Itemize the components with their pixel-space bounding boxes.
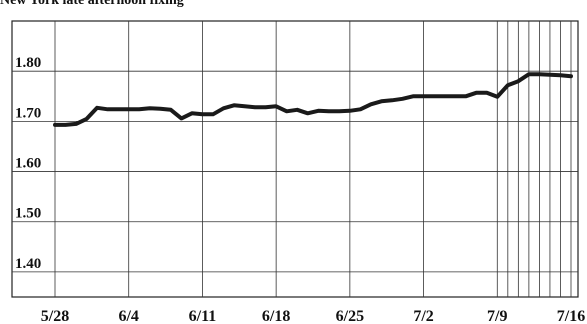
series-line [53, 72, 573, 127]
data-point [465, 95, 467, 97]
y-tick-label: 1.40 [15, 256, 41, 272]
data-point [86, 118, 88, 120]
data-point [159, 108, 161, 110]
data-point [433, 95, 435, 97]
x-tick-label: 7/16 [557, 308, 585, 324]
y-tick-label: 1.50 [15, 206, 41, 222]
data-point [444, 95, 446, 97]
y-tick-label: 1.80 [15, 55, 41, 71]
data-point [254, 106, 256, 108]
data-point [559, 74, 561, 76]
data-point [538, 73, 540, 75]
x-tick-label: 7/9 [487, 308, 507, 324]
data-point [307, 112, 309, 114]
data-point [370, 103, 372, 105]
data-point [212, 113, 214, 115]
data-point [317, 110, 319, 112]
data-point [170, 109, 172, 111]
data-point [296, 109, 298, 111]
data-point [349, 110, 351, 112]
data-point [286, 110, 288, 112]
data-point [507, 84, 509, 86]
data-point [380, 100, 382, 102]
data-point [128, 108, 130, 110]
data-point [359, 108, 361, 110]
data-point [149, 107, 151, 109]
data-point [201, 113, 203, 115]
data-point [65, 124, 67, 126]
data-point [496, 96, 498, 98]
x-tick-label: 5/28 [41, 308, 69, 324]
data-point [338, 110, 340, 112]
data-point [275, 105, 277, 107]
data-point [486, 92, 488, 94]
x-tick-label: 7/2 [413, 308, 433, 324]
data-point [244, 105, 246, 107]
x-tick-label: 6/25 [336, 308, 364, 324]
plot-frame [11, 20, 579, 298]
data-point [423, 95, 425, 97]
data-point [233, 104, 235, 106]
data-point [222, 107, 224, 109]
y-tick-label: 1.70 [15, 105, 41, 121]
data-point [402, 98, 404, 100]
data-point [54, 124, 56, 126]
x-tick-label: 6/11 [189, 308, 217, 324]
data-point [117, 108, 119, 110]
data-point [570, 75, 572, 77]
data-point [454, 95, 456, 97]
y-tick-label: 1.60 [15, 156, 41, 172]
chart-title: New York late afternoon fixing [0, 0, 184, 8]
data-point [180, 117, 182, 119]
data-point [412, 95, 414, 97]
data-point [549, 74, 551, 76]
data-point [391, 99, 393, 101]
x-tick-label: 6/4 [118, 308, 138, 324]
data-point [191, 112, 193, 114]
data-point [96, 107, 98, 109]
data-point [138, 108, 140, 110]
x-tick-label: 6/18 [262, 308, 290, 324]
data-point [517, 80, 519, 82]
data-point [265, 106, 267, 108]
data-point [528, 73, 530, 75]
data-point [75, 123, 77, 125]
data-point [328, 110, 330, 112]
data-point [475, 92, 477, 94]
data-point [107, 108, 109, 110]
